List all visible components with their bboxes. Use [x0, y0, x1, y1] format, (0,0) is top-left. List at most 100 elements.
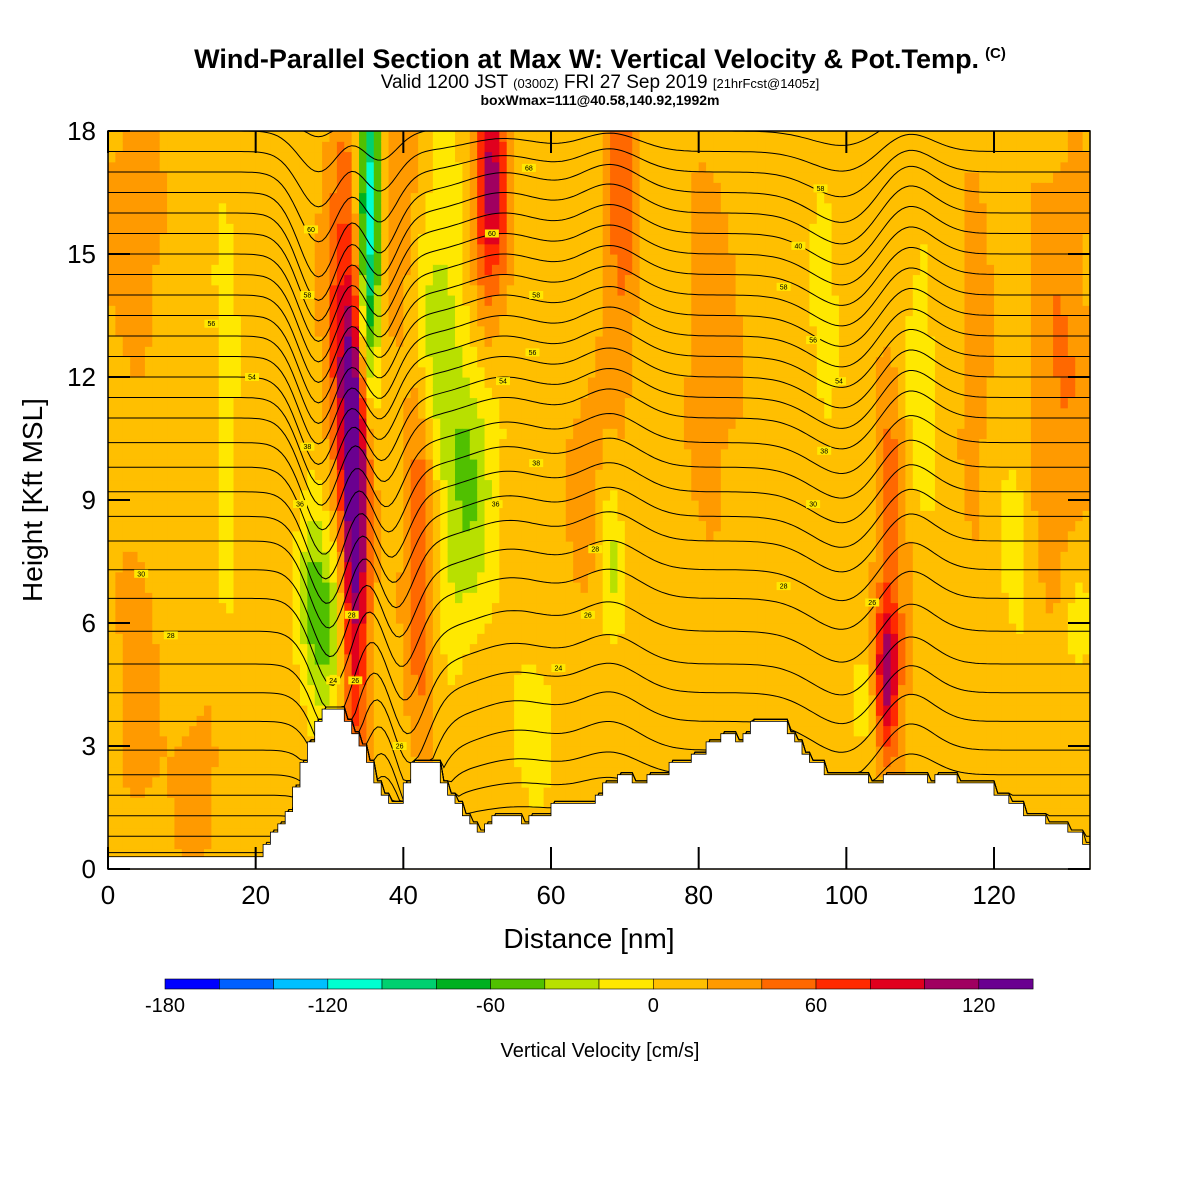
velocity-cell: [587, 797, 596, 809]
velocity-cell: [587, 377, 596, 388]
velocity-cell: [558, 264, 567, 276]
velocity-cell: [189, 325, 198, 337]
velocity-cell: [115, 766, 124, 778]
velocity-cell: [115, 746, 124, 757]
velocity-cell: [240, 346, 249, 358]
velocity-cell: [329, 530, 338, 542]
velocity-cell: [196, 776, 205, 788]
velocity-cell: [285, 694, 294, 706]
velocity-cell: [299, 407, 308, 419]
velocity-cell: [152, 264, 161, 276]
velocity-cell: [351, 131, 360, 142]
velocity-cell: [418, 623, 427, 634]
velocity-cell: [307, 571, 316, 583]
velocity-cell: [167, 346, 176, 358]
velocity-cell: [248, 418, 257, 429]
velocity-cell: [595, 202, 604, 214]
velocity-cell: [514, 397, 523, 409]
velocity-cell: [425, 520, 434, 532]
velocity-cell: [410, 530, 419, 542]
velocity-cell: [203, 305, 212, 317]
velocity-cell: [425, 633, 434, 645]
velocity-cell: [359, 653, 368, 665]
velocity-cell: [395, 684, 404, 696]
velocity-cell: [181, 172, 190, 183]
velocity-cell: [514, 500, 523, 511]
velocity-cell: [602, 315, 611, 327]
velocity-cell: [403, 653, 412, 665]
velocity-cell: [159, 387, 168, 399]
velocity-cell: [322, 602, 331, 614]
velocity-cell: [203, 438, 212, 450]
velocity-cell: [336, 223, 345, 235]
velocity-cell: [491, 315, 500, 327]
velocity-cell: [270, 541, 279, 552]
velocity-cell: [565, 797, 574, 809]
velocity-cell: [211, 838, 220, 850]
velocity-cell: [159, 397, 168, 409]
velocity-cell: [432, 315, 441, 327]
velocity-cell: [137, 479, 146, 491]
velocity-cell: [543, 407, 552, 419]
velocity-cell: [211, 182, 220, 194]
velocity-cell: [573, 469, 582, 481]
velocity-cell: [462, 612, 471, 624]
velocity-cell: [263, 346, 272, 358]
velocity-cell: [277, 633, 286, 645]
velocity-cell: [189, 438, 198, 450]
velocity-cell: [528, 356, 537, 368]
velocity-cell: [410, 418, 419, 429]
velocity-cell: [189, 848, 198, 860]
velocity-cell: [233, 541, 242, 552]
velocity-cell: [181, 746, 190, 757]
velocity-cell: [514, 807, 523, 819]
velocity-cell: [314, 448, 323, 460]
velocity-cell: [602, 776, 611, 788]
velocity-cell: [521, 561, 530, 573]
velocity-cell: [395, 397, 404, 409]
velocity-cell: [285, 284, 294, 296]
velocity-cell: [189, 397, 198, 409]
velocity-cell: [115, 243, 124, 255]
velocity-cell: [144, 807, 153, 819]
velocity-cell: [491, 766, 500, 778]
velocity-cell: [203, 489, 212, 501]
velocity-cell: [514, 161, 523, 173]
velocity-cell: [270, 694, 279, 706]
velocity-cell: [122, 653, 131, 665]
velocity-cell: [595, 694, 604, 706]
velocity-cell: [491, 377, 500, 388]
velocity-cell: [189, 520, 198, 532]
velocity-cell: [329, 377, 338, 388]
velocity-cell: [159, 705, 168, 716]
velocity-cell: [602, 325, 611, 337]
velocity-cell: [233, 756, 242, 768]
velocity-cell: [115, 828, 124, 839]
velocity-cell: [351, 715, 360, 727]
velocity-cell: [144, 254, 153, 265]
velocity-cell: [447, 202, 456, 214]
velocity-cell: [551, 336, 559, 347]
velocity-cell: [277, 172, 286, 183]
velocity-cell: [292, 223, 301, 235]
velocity-cell: [418, 192, 427, 204]
velocity-cell: [144, 284, 153, 296]
velocity-cell: [108, 694, 116, 706]
velocity-cell: [196, 694, 205, 706]
velocity-cell: [144, 305, 153, 317]
velocity-cell: [144, 295, 153, 306]
velocity-cell: [551, 213, 559, 224]
velocity-cell: [455, 797, 463, 809]
velocity-cell: [536, 284, 545, 296]
velocity-cell: [455, 489, 463, 501]
velocity-cell: [189, 469, 198, 481]
velocity-cell: [455, 223, 463, 235]
velocity-cell: [218, 397, 227, 409]
velocity-cell: [536, 274, 545, 286]
velocity-cell: [174, 592, 183, 604]
velocity-cell: [122, 612, 131, 624]
velocity-cell: [137, 377, 146, 388]
velocity-cell: [314, 705, 323, 716]
velocity-cell: [388, 520, 397, 532]
velocity-cell: [336, 387, 345, 399]
